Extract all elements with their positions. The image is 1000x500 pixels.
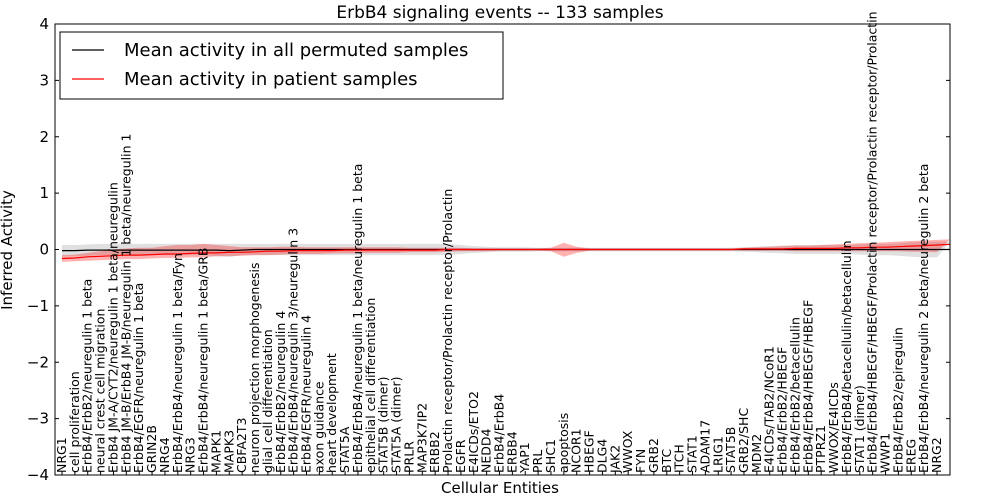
line-patient-mean	[61, 243, 950, 260]
y-tick-label: −4	[27, 466, 49, 484]
x-tick-label: ErbB4 JM-A/CYT2/neuregulin 1 beta/neureg…	[106, 182, 121, 473]
x-tick-label: ErbB4/EGFR/neuregulin 4	[299, 315, 314, 473]
y-tick-label: 2	[39, 128, 49, 146]
x-tick-label: neuron projection morphogenesis	[247, 262, 262, 473]
x-tick-label: heart development	[324, 353, 339, 473]
x-tick-label: cell proliferation	[67, 371, 82, 473]
x-tick-label: E4ICDs/TAB2/NCoR1	[762, 346, 777, 473]
x-tick-label: ErbB4 JM-B/ErbB4 JM-B/neuregulin 1 beta/…	[118, 134, 133, 473]
x-tick-label: ERBB4	[504, 431, 519, 473]
x-tick-label: E4ICDs/ETO2	[466, 391, 481, 473]
x-tick-label: axon guidance	[311, 381, 326, 473]
x-tick-label: NCOR1	[569, 428, 584, 473]
x-tick-label: ErbB4/ErbB4/HBEGF/HBEGF	[800, 300, 815, 473]
x-tick-label: ErbB4/ErbB4/betacellulin/betacellulin	[839, 240, 854, 473]
x-tick-label: STAT5B (dimer)	[376, 377, 391, 473]
y-tick-label: 3	[39, 71, 49, 89]
x-tick-label: ErbB4/EGFR/neuregulin 1 beta	[131, 283, 146, 473]
x-tick-label: NRG2	[929, 437, 944, 473]
x-tick-label: EREG	[903, 439, 918, 473]
x-tick-label: ErbB4/ErbB4/neuregulin 1 beta/GRB	[196, 248, 211, 473]
x-tick-label: ERBB2	[427, 431, 442, 473]
x-tick-label: WWP1	[878, 433, 893, 473]
x-tick-label: GRB2/SHC	[736, 408, 751, 473]
x-tick-label: ErbB4/ErbB2/epiregulin	[890, 327, 905, 473]
x-tick-label: STAT1	[685, 435, 700, 473]
x-tick-label: ErbB4/ErbB4/neuregulin 1 beta/neuregulin…	[350, 164, 365, 473]
x-tick-label: ErbB4/ErbB4/neuregulin 2 beta/neuregulin…	[916, 164, 931, 473]
x-tick-label: NRG1	[54, 437, 69, 473]
y-tick-label: −2	[27, 353, 49, 371]
x-tick-label: GRB2	[646, 438, 661, 473]
x-tick-label: ErbB4/ErbB4/HBEGF/HBEGF/Prolactin recept…	[865, 11, 880, 473]
x-tick-label: Prolactin receptor/Prolactin receptor/Pr…	[440, 189, 455, 473]
x-tick-label: CBFA2T3	[234, 418, 249, 473]
x-tick-label: NRG3	[183, 437, 198, 473]
x-tick-label: PRL	[530, 450, 545, 473]
x-tick-label: WWOX	[620, 430, 635, 473]
series-lines	[61, 243, 950, 260]
x-tick-label: ErbB4/ErbB4/neuregulin 1 beta/Fyn	[170, 253, 185, 473]
y-tick-label: 1	[39, 184, 49, 202]
y-axis: −4 −3 −2 −1 0 1 2 3 4	[27, 15, 950, 484]
x-tick-label: ErbB4/ErbB4/neuregulin 3/neuregulin 3	[286, 228, 301, 473]
x-tick-label: STAT5B	[723, 427, 738, 473]
x-axis-label: Cellular Entities	[441, 479, 559, 497]
x-tick-label: MDM2	[749, 434, 764, 473]
y-tick-label: −1	[27, 297, 49, 315]
x-tick-label: SHC1	[543, 439, 558, 473]
x-tick-label: DLG4	[594, 439, 609, 473]
x-tick-label: LRIG1	[710, 436, 725, 473]
x-tick-label: MAPK1	[208, 430, 223, 473]
x-tick-label: ErbB4/ErbB2/betacellulin	[788, 317, 803, 473]
x-tick-label: YAP1	[517, 442, 532, 474]
x-tick-label: BTC	[659, 449, 674, 473]
x-tick-label: epithelial cell differentiation	[363, 298, 378, 473]
x-tick-label: apoptosis	[556, 413, 571, 473]
x-tick-label: MAPK3	[221, 430, 236, 473]
x-tick-label: STAT5A	[337, 426, 352, 473]
x-tick-label: MAP3K7IP2	[414, 403, 429, 473]
x-tick-label: NEDD4	[479, 429, 494, 473]
x-tick-label: ErbB4/ErbB2/neuregulin 1 beta	[80, 279, 95, 473]
x-tick-label: ErbB4/ErbB2/HBEGF	[775, 347, 790, 473]
legend-label-patient: Mean activity in patient samples	[124, 69, 418, 90]
x-tick-label: ErbB4/ErbB2/neuregulin 4	[273, 311, 288, 473]
x-tick-label: PRLR	[401, 441, 416, 473]
x-tick-label: NRG4	[157, 437, 172, 473]
x-tick-label: neural crest cell migration	[93, 309, 108, 473]
chart-title: ErbB4 signaling events -- 133 samples	[336, 3, 663, 23]
x-tick-label: FYN	[633, 449, 648, 473]
legend-frame	[59, 31, 504, 100]
y-tick-label: 4	[39, 15, 49, 33]
x-tick-label: GRIN2B	[144, 425, 159, 473]
x-tick-label: HBEGF	[582, 430, 597, 473]
x-tick-label: JAK2	[607, 445, 622, 474]
y-axis-label: Inferred Activity	[0, 190, 16, 310]
y-tick-label: −3	[27, 410, 49, 428]
x-tick-label: glial cell differentiation	[260, 329, 275, 473]
x-tick-label: WWOX/E4ICDs	[826, 382, 841, 473]
legend-label-permuted: Mean activity in all permuted samples	[124, 40, 468, 61]
x-tick-label: STAT1 (dimer)	[852, 385, 867, 473]
x-tick-label: EGFR	[453, 439, 468, 473]
y-tick-label: 0	[39, 241, 49, 259]
x-tick-label: PTPRZ1	[813, 425, 828, 473]
x-tick-label: ErbB4/ErbB4	[492, 394, 507, 473]
legend: Mean activity in all permuted samples Me…	[59, 31, 504, 100]
x-tick-label: ITCH	[672, 444, 687, 473]
x-tick-label: ADAM17	[697, 420, 712, 473]
x-tick-label: STAT5A (dimer)	[389, 377, 404, 473]
